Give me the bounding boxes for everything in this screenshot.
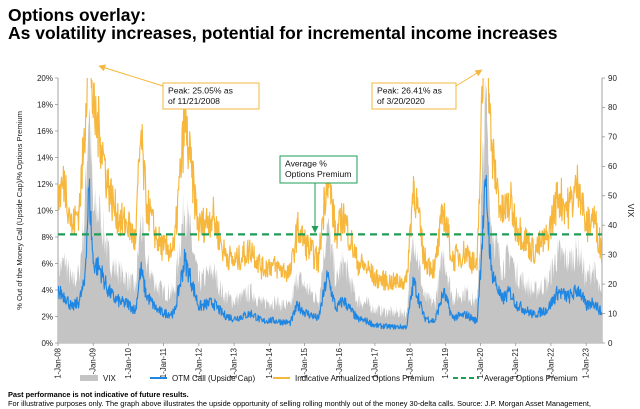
annotation-text-line1: Peak: 25.05% as — [168, 86, 233, 96]
legend-vix-label: VIX — [103, 374, 117, 383]
x-tick-label: 1-Jan-19 — [441, 348, 450, 379]
legend-vix-swatch — [80, 375, 98, 381]
annotation-text-line1: Average % — [285, 159, 327, 169]
y-right-axis-title: VIX — [626, 204, 636, 218]
annotation-box — [279, 155, 358, 184]
page-subtitle: As volatility increases, potential for i… — [8, 23, 558, 43]
y-left-tick-label: 20% — [37, 74, 53, 83]
annotation-text-line2: Options Premium — [285, 169, 351, 179]
y-right-tick-label: 0 — [608, 339, 613, 348]
x-tick-label: 1-Jan-12 — [194, 348, 203, 379]
footer-disclaimer-text: For illustrative purposes only. The grap… — [8, 399, 591, 408]
annotation-arrow — [455, 69, 483, 87]
page-title: Options overlay: — [8, 5, 147, 25]
annotation-text-line2: of 11/21/2008 — [168, 96, 220, 106]
y-left-tick-label: 18% — [37, 100, 53, 109]
y-left-tick-label: 16% — [37, 127, 53, 136]
y-right-tick-label: 70 — [608, 133, 617, 142]
x-tick-label: 1-Jan-16 — [335, 348, 344, 379]
y-right-tick-label: 20 — [608, 280, 617, 289]
y-left-tick-label: 6% — [41, 259, 53, 268]
y-right-tick-label: 80 — [608, 103, 617, 112]
annotation-text-line2: of 3/20/2020 — [377, 96, 425, 106]
x-tick-label: 1-Jan-09 — [89, 348, 98, 379]
otm-call-line-series — [58, 174, 602, 330]
y-left-tick-label: 10% — [37, 206, 53, 215]
x-tick-label: 1-Jan-21 — [511, 348, 520, 379]
annotation-arrow — [98, 64, 164, 87]
y-left-tick-label: 8% — [41, 233, 53, 242]
legend-options-premium-label: Indicative Annualized Options Premium — [295, 374, 435, 383]
y-right-tick-label: 50 — [608, 192, 617, 201]
x-tick-label: 1-Jan-11 — [159, 348, 168, 378]
x-tick-label: 1-Jan-13 — [230, 348, 239, 379]
y-right-tick-label: 90 — [608, 74, 617, 83]
x-tick-label: 1-Jan-14 — [265, 347, 274, 378]
legend-average-premium-label: Average Options Premium — [484, 374, 578, 383]
vix-area-series — [58, 78, 602, 343]
y-left-tick-label: 2% — [41, 312, 53, 321]
y-left-tick-label: 0% — [41, 339, 53, 348]
y-right-tick-label: 30 — [608, 250, 617, 259]
annotation-box — [371, 82, 457, 110]
y-right-tick-label: 60 — [608, 162, 617, 171]
x-tick-label: 1-Jan-18 — [406, 348, 415, 379]
y-right-tick-label: 40 — [608, 221, 617, 230]
annotation-text-line1: Peak: 26.41% as — [377, 86, 442, 96]
footer-disclaimer-bold: Past performance is not indicative of fu… — [8, 390, 189, 399]
x-tick-label: 1-Jan-10 — [124, 347, 133, 378]
x-tick-label: 1-Jan-23 — [582, 348, 591, 379]
annotation-box — [162, 82, 260, 110]
x-tick-label: 1-Jan-17 — [370, 348, 379, 379]
x-tick-label: 1-Jan-20 — [476, 347, 485, 378]
x-tick-label: 1-Jan-08 — [54, 348, 63, 379]
legend-otm-call-label: OTM Call (Upside Cap) — [172, 374, 255, 383]
y-left-tick-label: 12% — [37, 180, 53, 189]
x-tick-label: 1-Jan-22 — [546, 348, 555, 379]
y-left-tick-label: 4% — [41, 286, 53, 295]
y-left-axis-title: % Out of the Money Call (Upside Cap)/% O… — [15, 111, 24, 310]
y-left-tick-label: 14% — [37, 153, 53, 162]
y-right-tick-label: 10 — [608, 309, 617, 318]
x-tick-label: 1-Jan-15 — [300, 347, 309, 378]
